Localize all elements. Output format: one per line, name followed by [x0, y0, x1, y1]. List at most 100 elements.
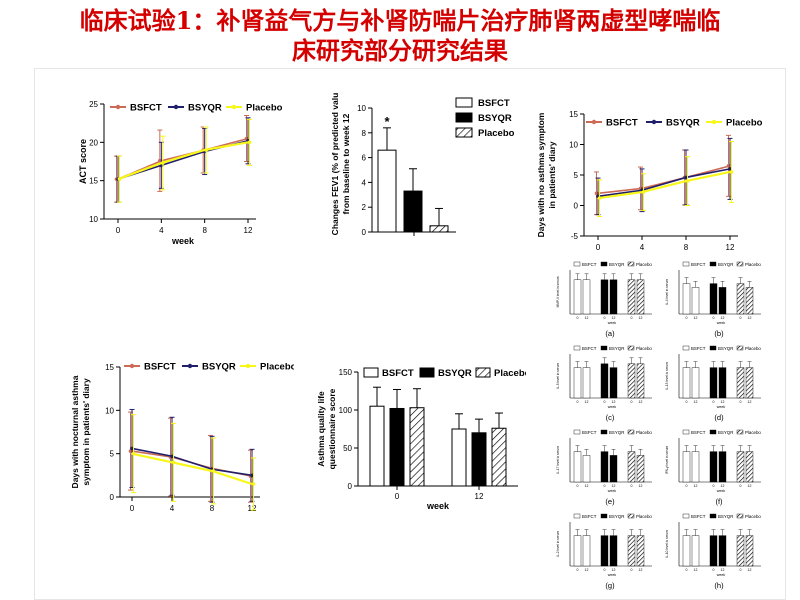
bar-bsfct [451, 428, 467, 487]
x-tick-label: 0 [740, 400, 742, 404]
x-tick-label: 0 [631, 568, 633, 572]
bar [636, 455, 645, 483]
legend-label: BSFCT [582, 262, 597, 267]
bar [636, 535, 645, 567]
x-tick-label: 0 [713, 484, 715, 488]
x-tick-label: 0 [604, 568, 606, 572]
x-tick-label: 12 [694, 316, 698, 320]
x-tick-label: 12 [585, 400, 589, 404]
x-tick-label: 0 [713, 568, 715, 572]
bar-bsyqr [471, 432, 487, 487]
bar [709, 283, 718, 315]
legend-swatch [709, 261, 717, 267]
legend-label: BSYQR [609, 262, 624, 267]
legend-swatch [627, 261, 635, 267]
bar [627, 363, 636, 399]
bar [745, 367, 754, 399]
x-tick-label: 12 [612, 484, 616, 488]
bar [582, 367, 591, 399]
panel-label: (f) [715, 497, 723, 506]
legend-swatch [600, 513, 608, 519]
cytokine-panel-b: IL-4 level in serum BSFCT BSYQR Placebo 0 12 0… [665, 261, 761, 338]
legend-label: BSFCT [382, 368, 414, 379]
y-tick-label: 0 [110, 493, 115, 502]
y-tick-label: -5 [571, 232, 579, 241]
y-axis-title: Days with nocturnal asthma [70, 375, 80, 488]
data-point [117, 177, 122, 181]
legend-swatch [709, 345, 717, 351]
x-tick-label: 12 [726, 243, 735, 250]
x-tick-label: 0 [577, 484, 579, 488]
legend-swatch [363, 367, 379, 378]
x-tick-label: 12 [639, 400, 643, 404]
legend-label: BSYQR [609, 430, 624, 435]
y-axis-title: questionnaire score [327, 388, 337, 469]
x-tick-label: 0 [740, 568, 742, 572]
y-tick-label: 8 [362, 129, 367, 138]
no-symptom-chart-panel: -505101504812weekDays with no asthma sym… [532, 84, 772, 263]
x-tick-label: 12 [585, 316, 589, 320]
cytokine-panel-e: IL-17 level in serum BSFCT BSYQR Placebo 0 12… [556, 429, 652, 506]
legend-label: Placebo [745, 430, 761, 435]
data-point [128, 449, 133, 453]
legend-label: BSYQR [202, 362, 236, 373]
x-tick-label: 0 [740, 484, 742, 488]
series-line-bsyqr [131, 447, 253, 477]
no-symptom-days-chart: -505101504812weekDays with no asthma sym… [536, 110, 763, 263]
x-tick-label: 8 [210, 504, 215, 512]
legend-swatch [600, 345, 608, 351]
bar [636, 279, 645, 315]
series-line-bsyqr [597, 168, 731, 198]
y-tick-label: 10 [357, 104, 366, 113]
y-tick-label: 150 [339, 368, 353, 377]
panel-label: (g) [605, 581, 615, 590]
data-point [170, 454, 174, 459]
x-tick-label: 12 [748, 316, 752, 320]
data-point [728, 167, 732, 171]
x-tick-label: 12 [612, 568, 616, 572]
x-axis-title: week [426, 501, 450, 510]
legend-swatch [419, 367, 435, 378]
data-point [729, 170, 734, 174]
x-axis-title: week [717, 321, 726, 325]
x-tick-label: 0 [577, 316, 579, 320]
data-point [685, 179, 690, 183]
legend-swatch [573, 513, 581, 519]
y-axis-title: Days with no asthma symptom [536, 112, 546, 237]
x-tick-label: 0 [116, 226, 121, 235]
x-tick-label: 0 [686, 316, 688, 320]
bar [600, 363, 609, 399]
legend-swatch [627, 513, 635, 519]
x-tick-label: 0 [577, 568, 579, 572]
legend-marker [651, 119, 657, 125]
x-tick-label: 0 [596, 243, 601, 250]
y-tick-label: 0 [362, 228, 367, 237]
bar [682, 367, 691, 399]
x-tick-label: 0 [713, 316, 715, 320]
data-point [130, 446, 134, 451]
x-tick-label: 12 [748, 568, 752, 572]
x-tick-label: 12 [612, 400, 616, 404]
x-axis-title: week [608, 573, 617, 577]
legend-label: BSYQR [188, 103, 222, 114]
legend-swatch [682, 513, 690, 519]
data-point [247, 140, 252, 145]
significance-marker: * [384, 114, 390, 129]
data-point [158, 158, 162, 163]
x-tick-label: 0 [686, 568, 688, 572]
data-point [684, 175, 688, 180]
bar [709, 535, 718, 567]
x-tick-label: 12 [639, 484, 643, 488]
nocturnal-chart-panel: 05101504812weekDays with nocturnal asthm… [66, 352, 297, 524]
x-tick-label: 12 [585, 568, 589, 572]
legend-swatch [682, 429, 690, 435]
x-tick-label: 0 [604, 400, 606, 404]
bar [582, 535, 591, 567]
series-line-placebo [597, 170, 731, 200]
y-axis-title: Changes FEV1 (% of predicted valu [330, 93, 340, 236]
legend-swatch [682, 345, 690, 351]
legend-label: Placebo [636, 514, 652, 519]
act-score-chart-panel: 10 15 20 25 0 4 8 12 week ACT score BSFCT BSYQR Plac… [78, 86, 300, 252]
legend-label: Placebo [636, 430, 652, 435]
x-tick-label: 4 [159, 226, 164, 235]
